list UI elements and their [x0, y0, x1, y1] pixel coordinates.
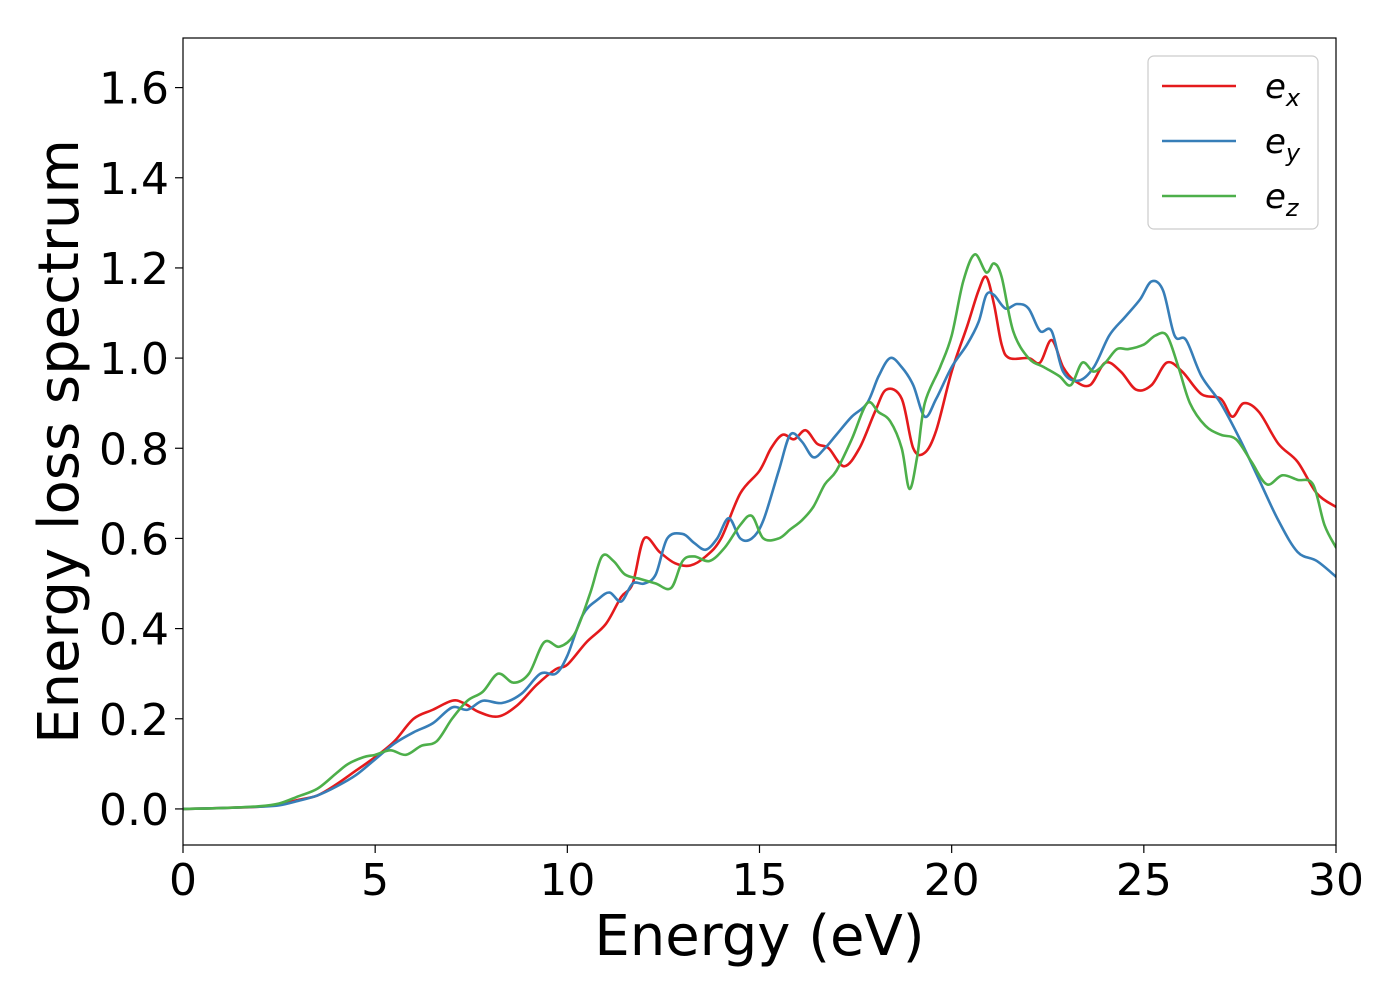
legend-label-subscript: x [1285, 84, 1301, 112]
y-tick-label: 0.0 [99, 785, 169, 836]
y-tick-label: 1.4 [99, 154, 169, 205]
y-tick-label: 0.2 [99, 695, 169, 746]
y-axis-label: Energy loss spectrum [27, 139, 92, 744]
y-tick-label: 0.8 [99, 424, 169, 475]
x-tick-label: 30 [1308, 855, 1364, 906]
x-axis-label: Energy (eV) [594, 904, 924, 969]
series-line-ez [183, 253, 1336, 811]
legend-label-subscript: y [1285, 139, 1301, 167]
legend-label-subscript: z [1285, 194, 1300, 222]
series-line-ex [183, 275, 1336, 811]
legend-box [1147, 55, 1319, 230]
x-tick-label: 10 [539, 855, 595, 906]
legend-label-main: e [1265, 67, 1286, 107]
legend-label-main: e [1265, 122, 1286, 162]
x-tick-label: 5 [361, 855, 389, 906]
x-tick-label: 0 [169, 855, 197, 906]
x-axis-ticks: 0 5 10 15 20 25 30 [169, 845, 1364, 906]
legend-label-main: e [1265, 177, 1286, 217]
legend-label-ez: ez [1265, 177, 1300, 222]
legend-label-ey: ey [1265, 122, 1301, 167]
y-tick-label: 0.6 [99, 514, 169, 565]
x-tick-label: 15 [732, 855, 788, 906]
y-tick-label: 1.2 [99, 244, 169, 295]
series-layer [183, 253, 1336, 811]
x-tick-label: 25 [1116, 855, 1172, 906]
legend-label-ex: ex [1265, 67, 1301, 112]
y-tick-label: 0.4 [99, 605, 169, 656]
y-axis-ticks: 0.0 0.2 0.4 0.6 0.8 1.0 1.2 1.4 1.6 [99, 64, 183, 836]
series-line-ey [183, 279, 1336, 811]
y-tick-label: 1.6 [99, 64, 169, 115]
x-tick-label: 20 [924, 855, 980, 906]
y-tick-label: 1.0 [99, 334, 169, 385]
